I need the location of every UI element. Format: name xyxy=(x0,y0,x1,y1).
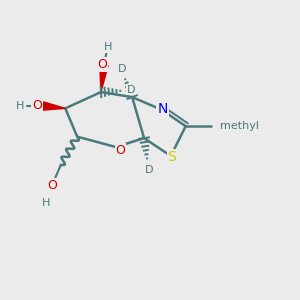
Text: N: N xyxy=(157,102,168,116)
Text: O: O xyxy=(47,178,57,192)
Polygon shape xyxy=(100,65,108,92)
Polygon shape xyxy=(43,102,65,110)
Text: D: D xyxy=(126,85,135,95)
Text: D: D xyxy=(145,165,153,175)
Text: D: D xyxy=(118,64,127,74)
Text: O: O xyxy=(32,99,42,112)
Text: H: H xyxy=(42,199,50,208)
Text: S: S xyxy=(168,149,176,164)
Text: O: O xyxy=(98,58,107,71)
Text: H: H xyxy=(16,101,24,111)
Text: H: H xyxy=(104,43,112,52)
Text: O: O xyxy=(115,143,125,157)
Text: methyl: methyl xyxy=(220,121,260,130)
